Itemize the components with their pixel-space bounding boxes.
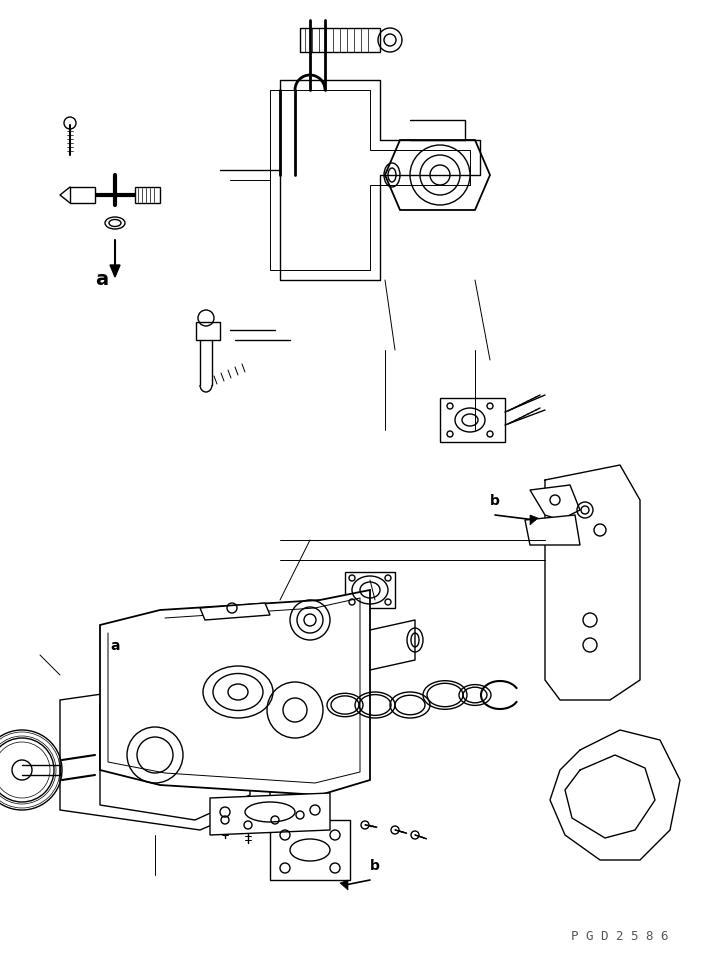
Bar — [345, 572, 395, 608]
Text: a: a — [95, 270, 108, 289]
Polygon shape — [270, 820, 350, 880]
Bar — [196, 322, 220, 340]
Polygon shape — [135, 187, 160, 203]
Polygon shape — [60, 680, 270, 830]
Polygon shape — [110, 265, 120, 277]
Bar — [300, 28, 380, 52]
Polygon shape — [200, 603, 270, 620]
Polygon shape — [525, 515, 580, 545]
Text: P G D 2 5 8 6: P G D 2 5 8 6 — [571, 930, 669, 943]
Text: b: b — [490, 494, 500, 508]
Polygon shape — [70, 187, 95, 203]
Polygon shape — [440, 398, 505, 442]
Text: b: b — [370, 859, 380, 873]
Polygon shape — [530, 515, 538, 525]
Polygon shape — [340, 880, 348, 890]
Polygon shape — [210, 793, 330, 835]
Polygon shape — [100, 590, 370, 795]
Polygon shape — [385, 140, 490, 210]
Text: a: a — [110, 639, 120, 653]
Polygon shape — [530, 485, 580, 520]
